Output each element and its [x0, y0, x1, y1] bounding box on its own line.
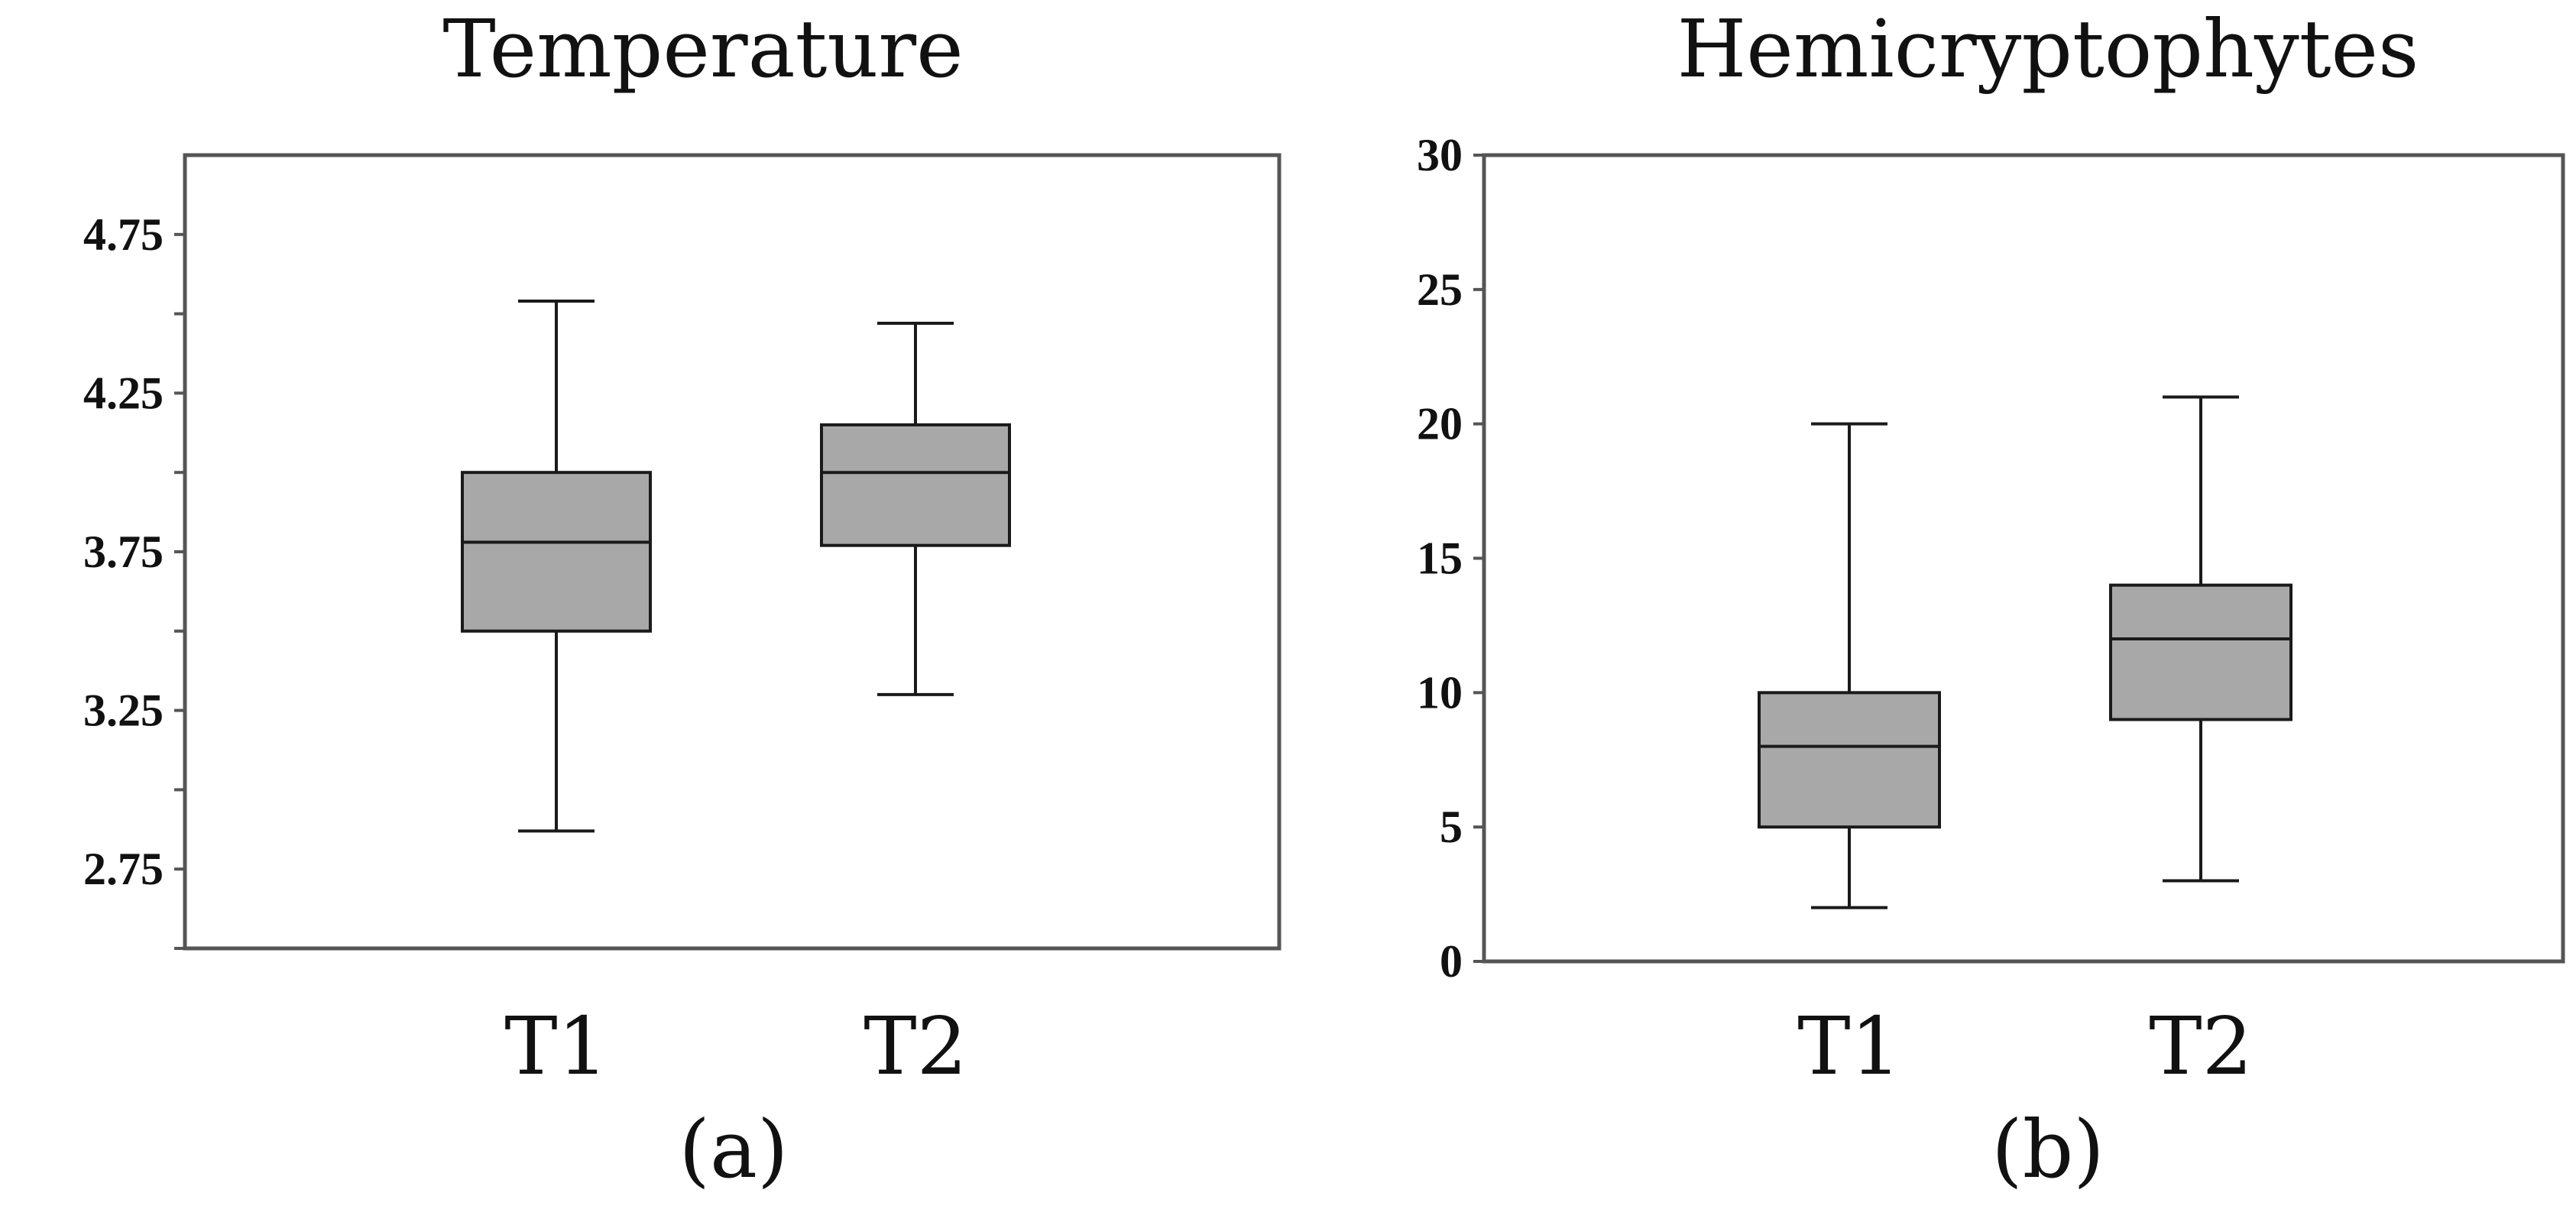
y-tick-label: 3.75: [83, 527, 164, 577]
iqr-box: [461, 471, 652, 633]
y-tick-label: 3.25: [83, 686, 164, 736]
plot-frame: [183, 153, 1282, 951]
y-tick-label: 5: [1440, 802, 1463, 852]
y-tick-label: 10: [1417, 667, 1463, 718]
panel-a-temperature: Temperature (a) 2.75 3.25 3.75 4.25 4.75 T1 T2: [83, 2, 1282, 1196]
y-tick-label: 2.75: [83, 844, 164, 894]
panel-b-title: Hemicryptophytes: [1677, 2, 2419, 96]
plot-frame: [1482, 153, 2565, 964]
box-t1: [461, 299, 652, 833]
y-tick-label: 25: [1417, 264, 1463, 315]
y-tick-label: 4.75: [83, 209, 164, 260]
panel-a-title: Temperature: [442, 2, 963, 96]
panel-a-label: (a): [679, 1103, 788, 1196]
y-tick-label: 20: [1417, 399, 1463, 449]
iqr-box: [820, 423, 1011, 547]
x-category-label: T1: [504, 1000, 608, 1093]
panel-b-label: (b): [1991, 1103, 2105, 1196]
iqr-box: [2109, 583, 2292, 721]
y-tick-label: 30: [1417, 130, 1463, 180]
box-t1: [1758, 422, 1941, 909]
panel-b-hemicryptophytes: Hemicryptophytes (b) 0 5 10 15 20 25 30 T1 T2: [1417, 2, 2565, 1196]
iqr-box: [1758, 691, 1941, 829]
box-t2: [2109, 395, 2292, 883]
x-category-label: T1: [1797, 1000, 1901, 1093]
y-tick-label: 4.25: [83, 368, 164, 418]
y-tick-label: 15: [1417, 533, 1463, 584]
x-category-label: T2: [864, 1000, 967, 1093]
x-category-label: T2: [2149, 1000, 2253, 1093]
y-tick-label: 0: [1440, 936, 1463, 987]
box-t2: [820, 322, 1011, 696]
